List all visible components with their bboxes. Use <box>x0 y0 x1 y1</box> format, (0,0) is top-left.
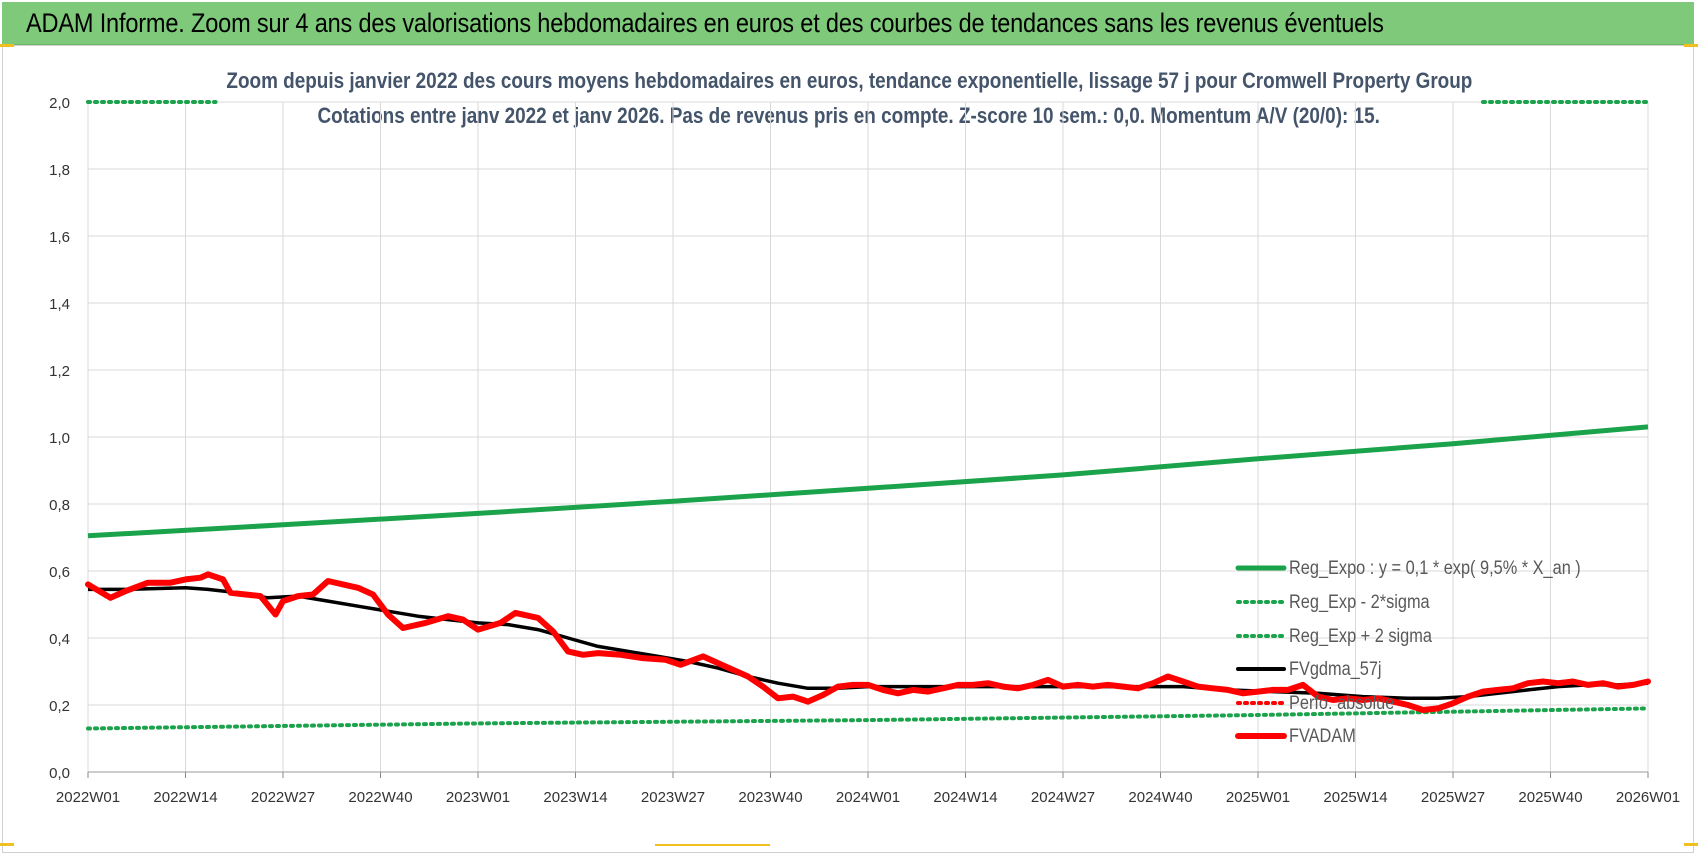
x-tick-label: 2023W14 <box>543 789 607 806</box>
x-tick-label: 2024W27 <box>1031 789 1095 806</box>
legend-label: Perfo. absolue <box>1289 692 1394 713</box>
series-fvadam-line <box>85 571 1651 713</box>
x-tick-label: 2022W14 <box>153 789 217 806</box>
corner-mark <box>0 843 14 846</box>
y-tick-label: 0,0 <box>49 765 70 782</box>
x-tick-label: 2024W40 <box>1128 789 1192 806</box>
chart-title: Zoom depuis janvier 2022 des cours moyen… <box>226 68 1472 93</box>
x-tick-label: 2022W40 <box>348 789 412 806</box>
legend-label: Reg_Exp - 2*sigma <box>1289 591 1430 614</box>
report-title: ADAM Informe. Zoom sur 4 ans des valoris… <box>26 8 1384 38</box>
x-tick-label: 2025W27 <box>1421 789 1485 806</box>
y-tick-label: 0,2 <box>49 698 70 715</box>
series-reg-expo-line <box>87 424 1649 539</box>
y-tick-label: 1,6 <box>49 229 70 246</box>
corner-mark <box>1684 44 1698 47</box>
x-tick-label: 2023W40 <box>738 789 802 806</box>
legend-label: FVgdma_57j <box>1289 658 1382 681</box>
y-tick-label: 2,0 <box>49 95 70 112</box>
x-tick-label: 2023W27 <box>641 789 705 806</box>
series-fvgdma-57j-line <box>88 586 1649 701</box>
x-tick-label: 2022W01 <box>56 789 120 806</box>
legend-label: Reg_Expo : y = 0,1 * exp( 9,5% * X_an ) <box>1289 557 1581 580</box>
x-tick-label: 2022W27 <box>251 789 315 806</box>
series-reg-exp-minus-2sigma-line <box>86 706 1650 731</box>
corner-mark <box>1684 843 1698 846</box>
legend-label: FVADAM <box>1289 725 1356 746</box>
y-tick-label: 1,0 <box>49 430 70 447</box>
y-tick-label: 0,6 <box>49 564 70 581</box>
x-tick-label: 2025W14 <box>1323 789 1387 806</box>
x-tick-label: 2025W40 <box>1518 789 1582 806</box>
chart-subtitle: Cotations entre janv 2022 et janv 2026. … <box>317 103 1381 128</box>
x-tick-label: 2024W01 <box>836 789 900 806</box>
x-tick-label: 2024W14 <box>933 789 997 806</box>
x-tick-label: 2023W01 <box>446 789 510 806</box>
y-tick-label: 1,4 <box>49 296 70 313</box>
x-tick-label: 2026W01 <box>1616 789 1680 806</box>
corner-mark <box>0 44 14 47</box>
y-tick-label: 0,8 <box>49 497 70 514</box>
chart-frame <box>2 45 1694 853</box>
y-tick-label: 1,2 <box>49 363 70 380</box>
legend-label: Reg_Exp + 2 sigma <box>1289 625 1432 648</box>
report-banner: ADAM Informe. Zoom sur 4 ans des valoris… <box>2 2 1694 45</box>
x-tick-label: 2025W01 <box>1226 789 1290 806</box>
y-tick-label: 0,4 <box>49 631 70 648</box>
y-tick-label: 1,8 <box>49 162 70 179</box>
corner-mark <box>655 844 770 846</box>
